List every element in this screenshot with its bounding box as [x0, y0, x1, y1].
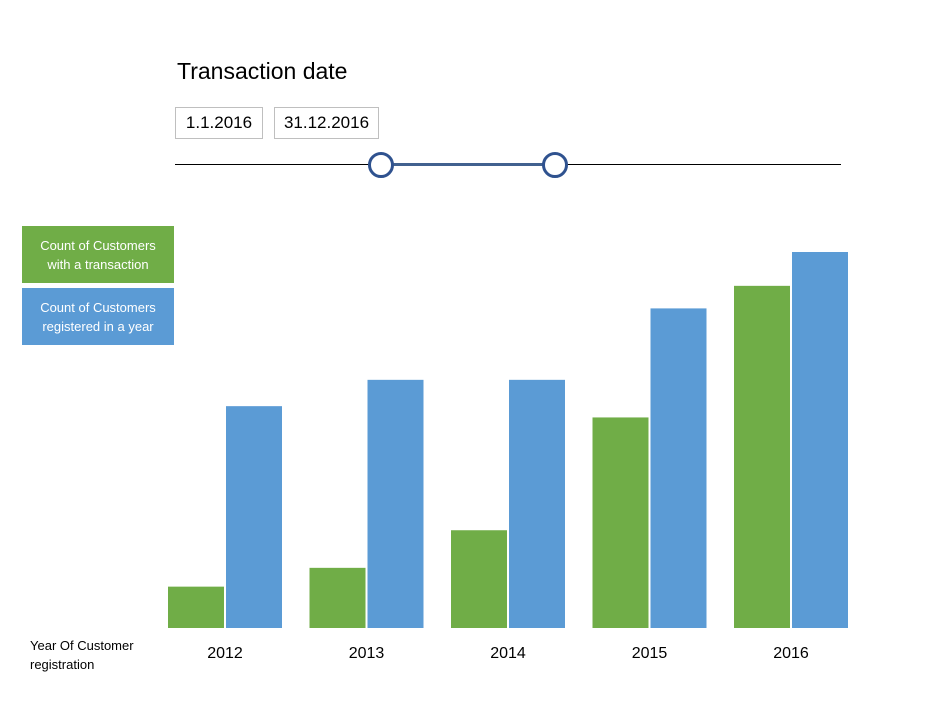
bar-registered-2012 — [226, 406, 282, 628]
bar-transactions-2014 — [451, 530, 507, 628]
end-date-field[interactable]: 31.12.2016 — [274, 107, 379, 139]
legend-item-transactions: Count of Customers with a transaction — [22, 226, 174, 283]
bar-registered-2015 — [650, 308, 707, 628]
x-axis-title-line: registration — [30, 657, 95, 672]
legend-label-line: with a transaction — [47, 256, 149, 272]
date-range-slider[interactable] — [175, 151, 841, 179]
slider-start-handle[interactable] — [368, 152, 395, 178]
x-tick-label: 2014 — [490, 645, 526, 662]
bar-registered-2016 — [792, 252, 848, 628]
x-tick-label: 2016 — [773, 645, 809, 662]
x-axis-title-line: Year Of Customer — [30, 638, 134, 653]
x-tick-label: 2013 — [349, 645, 385, 662]
legend-label-registered: Count of Customers registered in a year — [40, 298, 156, 336]
slider-selected-range — [381, 163, 555, 166]
bar-registered-2014 — [509, 379, 565, 628]
legend-label-line: registered in a year — [42, 318, 154, 334]
start-date-field[interactable]: 1.1.2016 — [175, 107, 263, 139]
legend-label-line: Count of Customers — [40, 237, 156, 253]
bar-transactions-2015 — [592, 417, 649, 628]
bar-transactions-2012 — [168, 586, 224, 628]
legend-item-registered: Count of Customers registered in a year — [22, 288, 174, 345]
bar-registered-2013 — [367, 379, 424, 628]
x-tick-label: 2015 — [632, 645, 668, 662]
bar-transactions-2013 — [309, 567, 366, 628]
legend-label-transactions: Count of Customers with a transaction — [40, 236, 156, 274]
bar-transactions-2016 — [734, 285, 790, 628]
legend-label-line: Count of Customers — [40, 299, 156, 315]
x-tick-label: 2012 — [207, 645, 243, 662]
x-axis-title: Year Of Customer registration — [30, 636, 170, 674]
slider-end-handle[interactable] — [541, 152, 568, 178]
filter-title: Transaction date — [177, 58, 348, 84]
